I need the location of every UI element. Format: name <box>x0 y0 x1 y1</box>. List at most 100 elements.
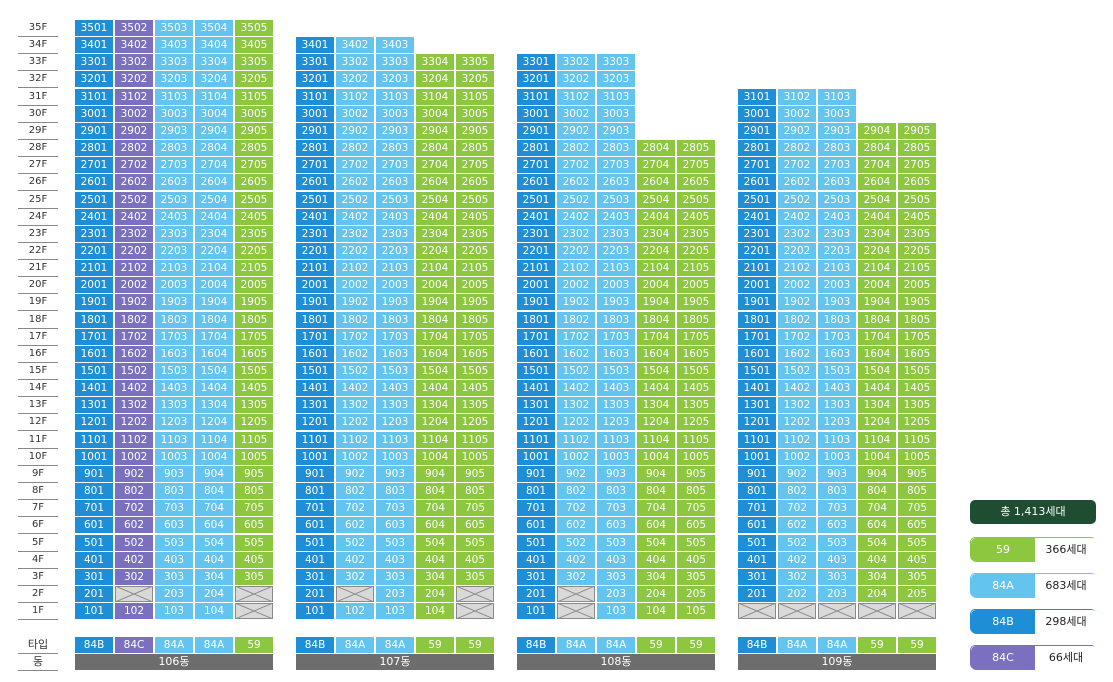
unit-cell: 701 <box>296 500 334 517</box>
empty-unit-cell <box>557 585 595 602</box>
floor-label: 15F <box>18 363 58 380</box>
unit-cell: 902 <box>336 465 374 482</box>
unit-cell: 105 <box>677 603 715 620</box>
unit-cell: 101 <box>517 603 555 620</box>
unit-cell: 1505 <box>677 363 715 379</box>
unit-cell: 2204 <box>416 242 454 259</box>
unit-cell: 203 <box>818 585 856 602</box>
empty-unit-cell <box>557 603 595 620</box>
unit-cell: 2903 <box>155 122 193 139</box>
unit-cell: 502 <box>778 534 816 551</box>
unit-cell: 501 <box>75 534 113 551</box>
unit-cell: 1202 <box>557 414 595 431</box>
unit-cell: 803 <box>597 483 635 500</box>
unit-cell: 802 <box>336 483 374 500</box>
unit-cell: 202 <box>778 585 816 602</box>
floor-label: 25F <box>18 192 58 209</box>
type-cell: 84A <box>376 637 414 653</box>
unit-cell: 2403 <box>597 208 635 225</box>
unit-cell: 1605 <box>456 345 494 362</box>
unit-cell: 704 <box>195 500 233 517</box>
unit-cell: 1504 <box>637 363 675 379</box>
unit-cell: 1404 <box>195 380 233 397</box>
unit-cell: 1502 <box>336 363 374 379</box>
unit-cell: 2704 <box>416 157 454 174</box>
empty-unit-cell <box>778 603 816 620</box>
legend-item: 84B 298세대 <box>970 609 1097 634</box>
unit-cell: 1401 <box>517 380 555 397</box>
unit-cell: 2001 <box>738 277 776 294</box>
unit-cell: 3003 <box>155 105 193 122</box>
unit-cell: 804 <box>416 483 454 500</box>
unit-cell: 103 <box>155 603 193 620</box>
unit-cell: 702 <box>778 500 816 517</box>
unit-cell: 2003 <box>597 277 635 294</box>
unit-cell: 102 <box>115 603 153 620</box>
unit-cell: 801 <box>75 483 113 500</box>
unit-cell: 3001 <box>517 105 555 122</box>
legend-count: 66세대 <box>1035 646 1097 670</box>
unit-cell: 2504 <box>637 191 675 208</box>
unit-cell: 2101 <box>738 260 776 277</box>
unit-cell: 2205 <box>677 242 715 259</box>
floor-label: 22F <box>18 243 58 260</box>
unit-cell: 605 <box>456 517 494 534</box>
unit-cell: 1704 <box>637 328 675 345</box>
unit-cell: 2005 <box>456 277 494 294</box>
unit-cell: 2302 <box>557 225 595 242</box>
unit-cell: 2103 <box>376 260 414 277</box>
unit-cell: 3102 <box>557 88 595 105</box>
unit-cell: 1202 <box>336 414 374 431</box>
unit-cell: 602 <box>115 517 153 534</box>
unit-cell: 2302 <box>336 225 374 242</box>
unit-cell: 2402 <box>557 208 595 225</box>
unit-cell: 1805 <box>677 311 715 328</box>
unit-cell: 3505 <box>235 20 273 36</box>
unit-cell: 2401 <box>517 208 555 225</box>
unit-cell: 701 <box>738 500 776 517</box>
floor-label: 23F <box>18 226 58 243</box>
unit-cell: 1205 <box>456 414 494 431</box>
unit-cell: 2303 <box>376 225 414 242</box>
unit-cell: 3001 <box>75 105 113 122</box>
cross-icon <box>858 603 896 620</box>
unit-cell: 2101 <box>75 260 113 277</box>
unit-cell: 704 <box>416 500 454 517</box>
unit-cell: 3502 <box>115 20 153 36</box>
unit-cell: 304 <box>195 568 233 585</box>
floor-label: 32F <box>18 71 58 89</box>
unit-cell: 505 <box>677 534 715 551</box>
unit-cell: 2902 <box>336 122 374 139</box>
unit-cell: 1401 <box>738 380 776 397</box>
unit-cell: 2802 <box>115 140 153 157</box>
unit-cell: 2002 <box>115 277 153 294</box>
type-cell: 59 <box>416 637 454 653</box>
cross-icon <box>456 603 494 620</box>
unit-cell: 1104 <box>416 431 454 448</box>
unit-cell: 904 <box>637 465 675 482</box>
unit-cell: 2604 <box>416 174 454 191</box>
floor-label: 12F <box>18 414 58 432</box>
unit-cell: 1204 <box>195 414 233 431</box>
unit-cell: 801 <box>517 483 555 500</box>
unit-cell: 2203 <box>155 242 193 259</box>
unit-cell: 3105 <box>235 88 273 105</box>
unit-cell: 1902 <box>778 294 816 311</box>
unit-cell: 603 <box>155 517 193 534</box>
unit-cell: 1603 <box>376 345 414 362</box>
unit-cell: 2705 <box>898 157 936 174</box>
unit-cell: 1302 <box>778 397 816 414</box>
unit-cell: 1501 <box>296 363 334 379</box>
unit-cell: 3001 <box>296 105 334 122</box>
unit-cell: 401 <box>738 551 776 568</box>
unit-cell: 3301 <box>517 54 555 71</box>
unit-cell: 2701 <box>738 157 776 174</box>
unit-cell: 1005 <box>677 448 715 465</box>
unit-cell: 3202 <box>115 71 153 88</box>
unit-cell: 2102 <box>778 260 816 277</box>
floor-label: 34F <box>18 37 58 55</box>
unit-cell: 1603 <box>597 345 635 362</box>
unit-cell: 805 <box>677 483 715 500</box>
unit-cell: 1503 <box>155 363 193 379</box>
unit-cell: 2503 <box>376 191 414 208</box>
